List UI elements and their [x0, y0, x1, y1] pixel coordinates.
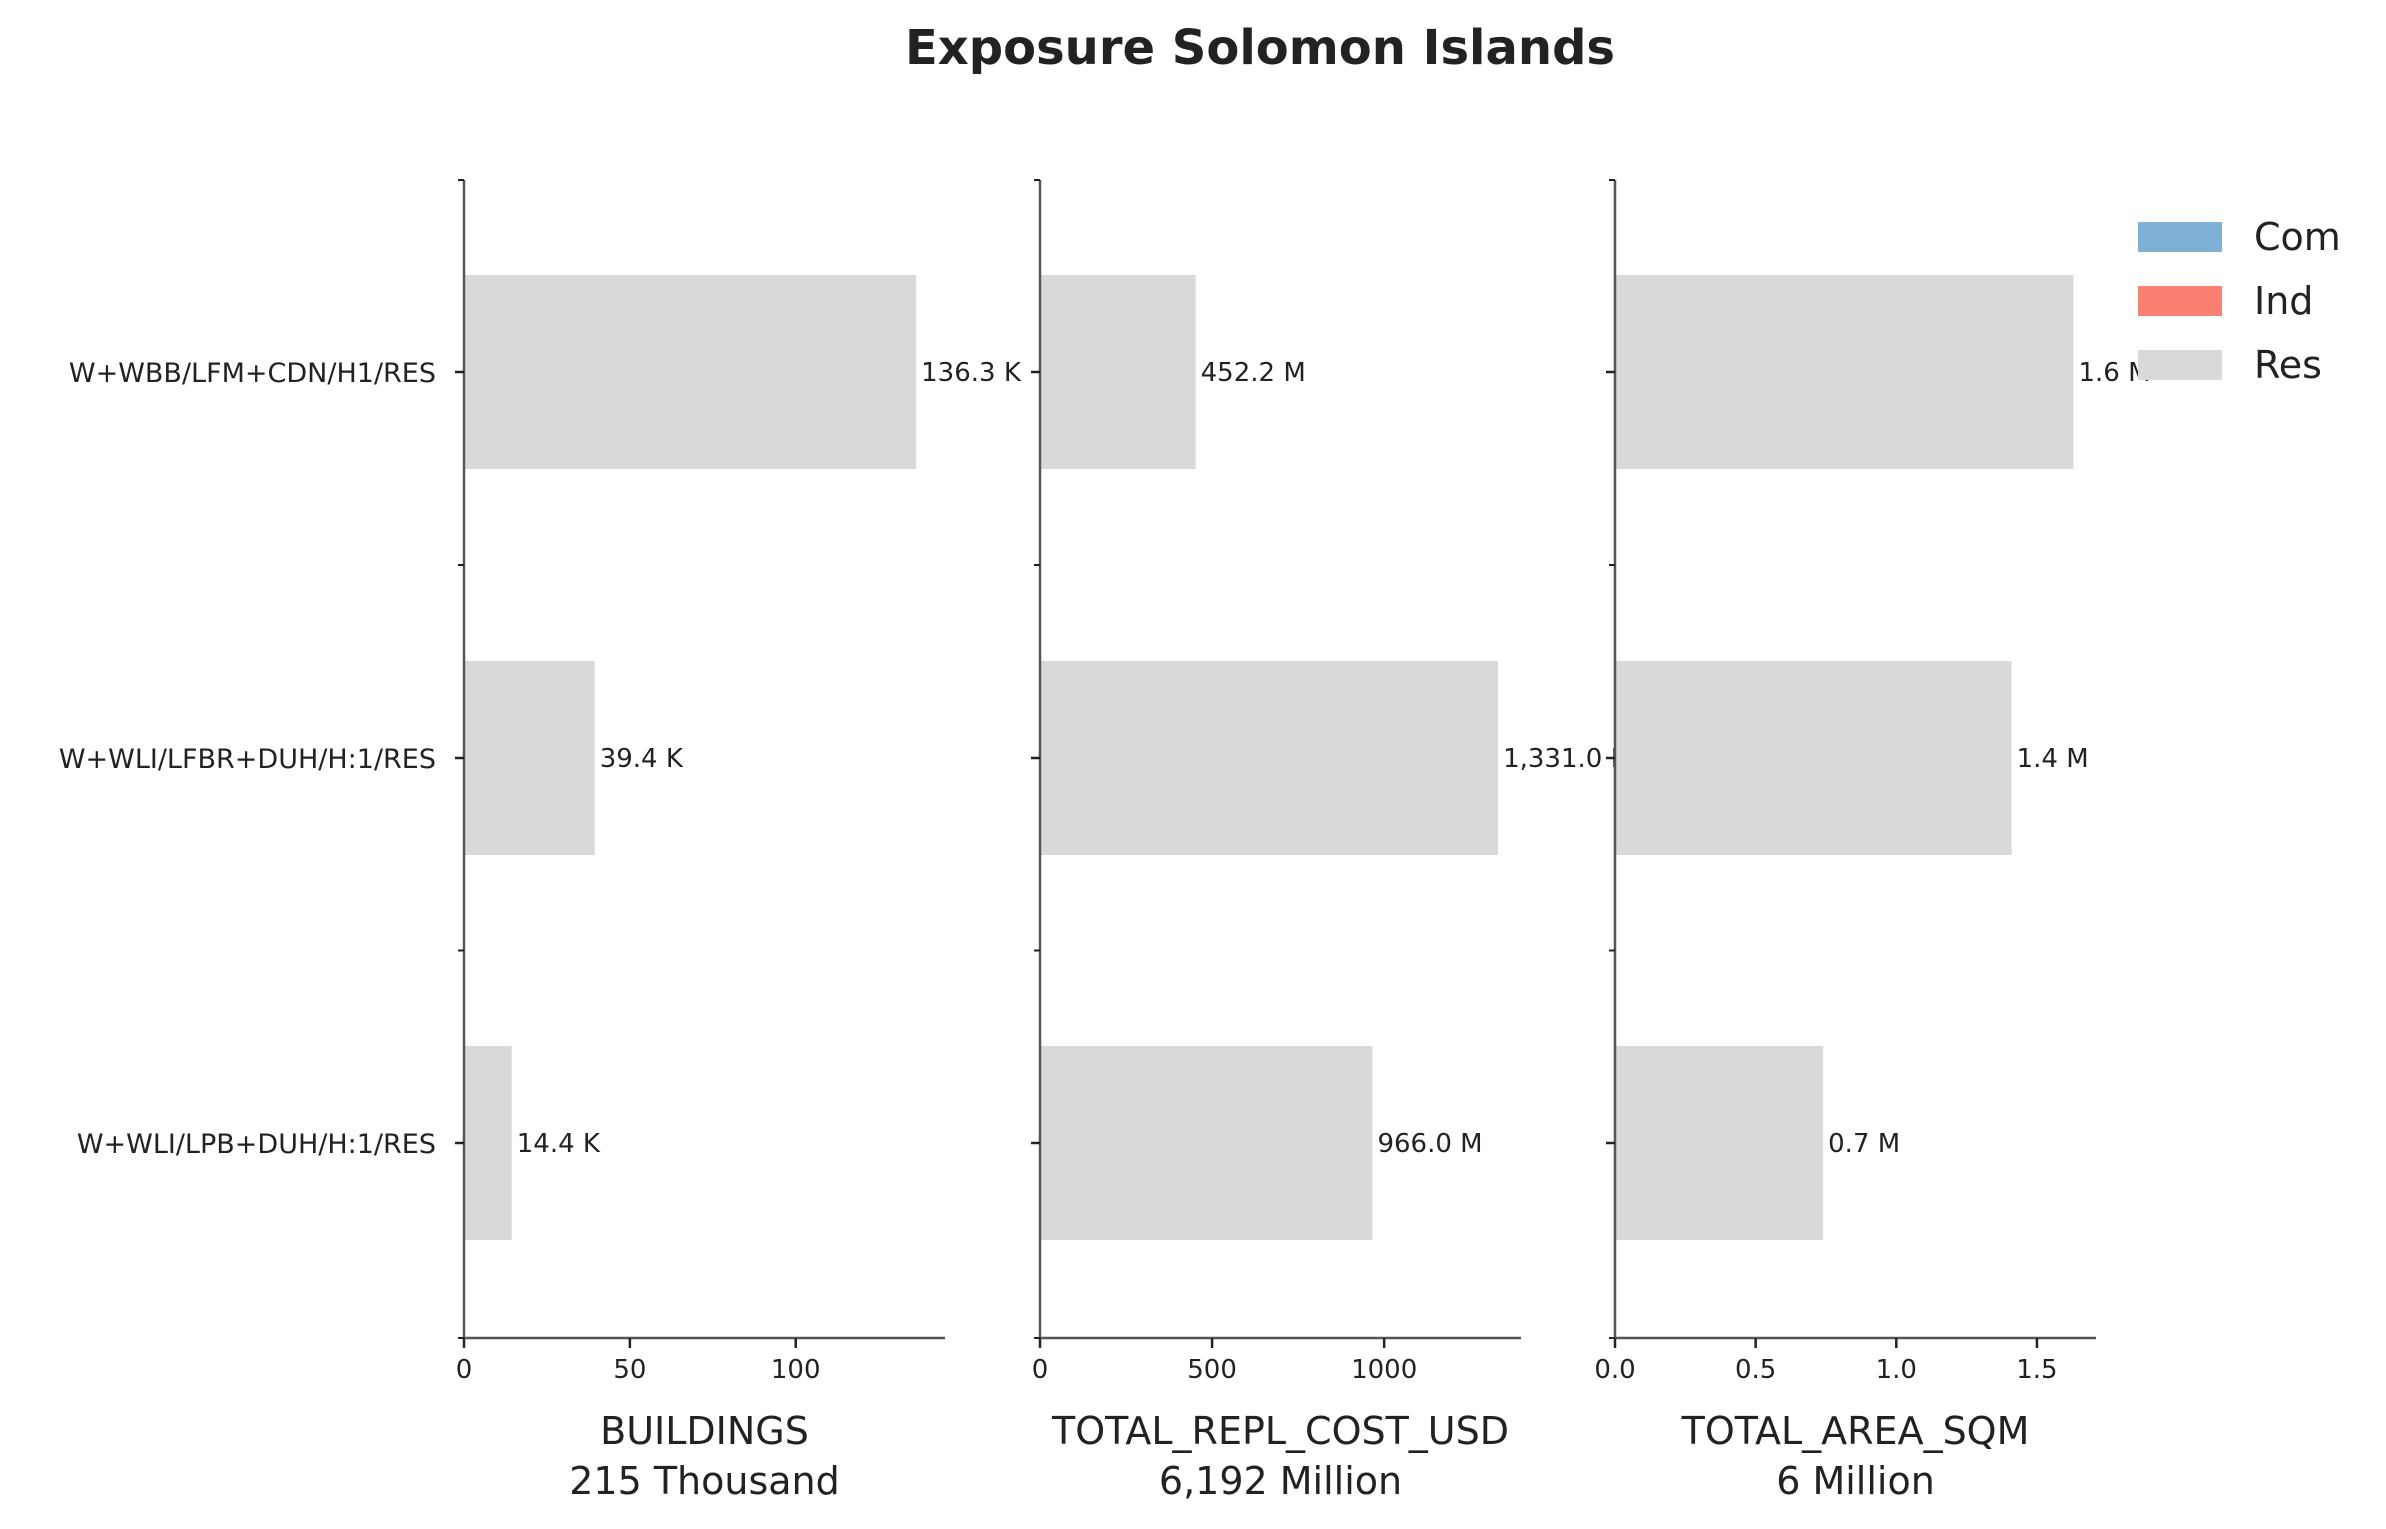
bar-value-label: 136.3 K — [921, 358, 1022, 388]
panel-total-label: 6,192 Million — [1159, 1459, 1402, 1503]
x-axis-label: TOTAL_AREA_SQM — [1681, 1409, 2030, 1453]
category-label: W+WLI/LPB+DUH/H:1/RES — [77, 1129, 436, 1160]
bar-value-label: 39.4 K — [600, 744, 684, 774]
x-tick-label: 0 — [1032, 1355, 1049, 1385]
legend-swatch — [2138, 222, 2222, 252]
panel-total-label: 215 Thousand — [569, 1459, 840, 1503]
bar-value-label: 1.4 M — [2017, 744, 2089, 774]
category-label: W+WBB/LFM+CDN/H1/RES — [69, 358, 436, 389]
legend-label: Res — [2254, 343, 2322, 387]
bar — [464, 661, 595, 855]
bar — [1040, 275, 1196, 469]
x-tick-label: 1.0 — [1876, 1355, 1917, 1385]
bar — [1040, 1046, 1373, 1240]
bar — [1615, 661, 2012, 855]
legend-label: Ind — [2254, 279, 2313, 323]
x-tick-label: 50 — [613, 1355, 646, 1385]
legend: Com Ind Res — [2138, 215, 2341, 387]
x-tick-label: 1000 — [1351, 1355, 1417, 1385]
legend-swatch — [2138, 350, 2222, 380]
x-tick-label: 0.0 — [1594, 1355, 1635, 1385]
panel-total-label: 6 Million — [1776, 1459, 1935, 1503]
x-tick-label: 0 — [456, 1355, 473, 1385]
panel-3: 0.0 0.5 1.0 1.51.6 M1.4 M0.7 MTOTAL_AREA_SQ… — [1594, 179, 2151, 1503]
x-tick-label: 100 — [771, 1355, 821, 1385]
x-tick-label: 500 — [1187, 1355, 1237, 1385]
bar — [1615, 275, 2074, 469]
bar — [1615, 1046, 1824, 1240]
chart-title: Exposure Solomon Islands — [905, 20, 1615, 76]
x-tick-label: 1.5 — [2016, 1355, 2057, 1385]
bar-value-label: 452.2 M — [1201, 358, 1306, 388]
bar — [1040, 661, 1499, 855]
bar — [464, 275, 917, 469]
bar-value-label: 966.0 M — [1377, 1129, 1482, 1159]
bar-value-label: 14.4 K — [517, 1129, 601, 1159]
x-axis-label: TOTAL_REPL_COST_USD — [1051, 1409, 1509, 1453]
panel-1: 0 50 100 136.3 K 39.4 K 14.4 K BUILDINGS 215 Th… — [455, 179, 1022, 1503]
bar — [464, 1046, 512, 1240]
bar-value-label: 0.7 M — [1828, 1129, 1900, 1159]
category-label: W+WLI/LFBR+DUH/H:1/RES — [59, 744, 436, 775]
x-axis-label: BUILDINGS — [600, 1409, 809, 1453]
x-tick-label: 0.5 — [1735, 1355, 1776, 1385]
legend-swatch — [2138, 286, 2222, 316]
legend-label: Com — [2254, 215, 2341, 259]
